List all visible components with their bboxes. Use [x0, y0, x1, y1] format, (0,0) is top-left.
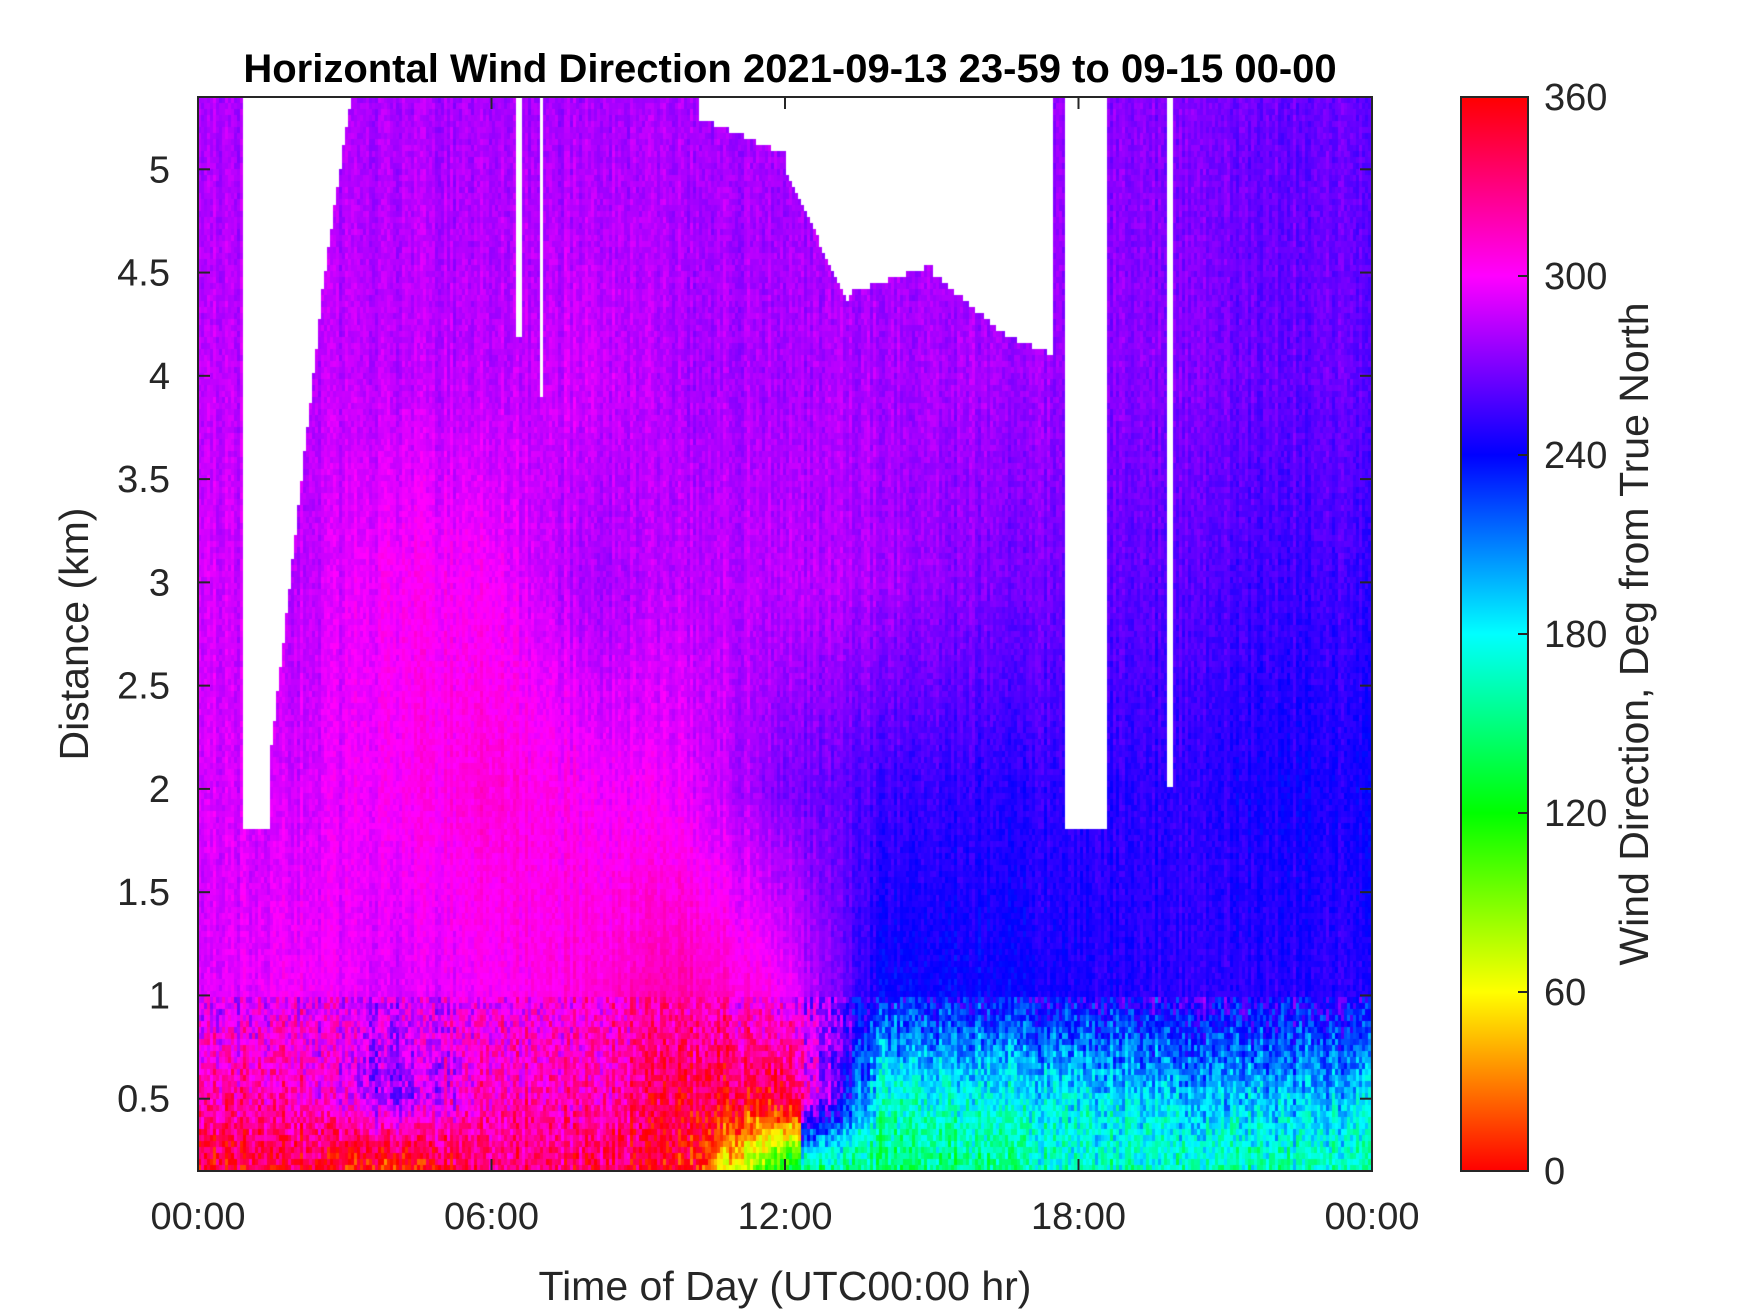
colorbar-tick-label: 300: [1544, 256, 1607, 298]
x-tick-label: 18:00: [1031, 1196, 1126, 1238]
colorbar-gradient: [1460, 96, 1529, 1172]
x-axis: 00:00 06:00 12:00 18:00 00:00: [150, 97, 1420, 1238]
x-axis-label: Time of Day (UTC00:00 hr): [539, 1263, 1032, 1309]
y-tick-label: 1: [149, 975, 170, 1017]
y-tick-label: 3.5: [117, 459, 170, 501]
colorbar-ticks: 0 60 120 180 240 300 360: [1518, 77, 1607, 1193]
y-axis-label: Distance (km): [51, 508, 97, 761]
chart-title: Horizontal Wind Direction 2021-09-13 23-…: [243, 47, 1336, 91]
y-tick-label: 3: [149, 562, 170, 604]
colorbar-tick-label: 0: [1544, 1151, 1565, 1193]
y-tick-label: 4: [149, 356, 170, 398]
y-tick-label: 5: [149, 149, 170, 191]
heatmap-image: [198, 97, 1372, 1171]
colorbar-tick-label: 60: [1544, 972, 1586, 1014]
colorbar-tick-label: 360: [1544, 77, 1607, 119]
colorbar-tick-label: 120: [1544, 793, 1607, 835]
y-tick-label: 1.5: [117, 872, 170, 914]
x-tick-label: 00:00: [150, 1196, 245, 1238]
x-tick-label: 12:00: [737, 1196, 832, 1238]
y-tick-label: 0.5: [117, 1079, 170, 1121]
x-tick-label: 00:00: [1324, 1196, 1419, 1238]
x-tick-label: 06:00: [444, 1196, 539, 1238]
y-tick-label: 2.5: [117, 666, 170, 708]
y-tick-label: 4.5: [117, 253, 170, 295]
y-axis: 0.5 1 1.5 2 2.5 3 3.5 4 4.5 5: [117, 149, 1372, 1121]
plot-area: 00:00 06:00 12:00 18:00 00:00 0.5 1 1.5 2 2.5 3 3.…: [117, 96, 1420, 1238]
colorbar-tick-label: 240: [1544, 435, 1607, 477]
colorbar-label: Wind Direction, Deg from True North: [1611, 302, 1657, 965]
colorbar-tick-label: 180: [1544, 614, 1607, 656]
colorbar: 0 60 120 180 240 300 360 Wind Direction, Deg f…: [1460, 77, 1657, 1193]
y-tick-label: 2: [149, 769, 170, 811]
